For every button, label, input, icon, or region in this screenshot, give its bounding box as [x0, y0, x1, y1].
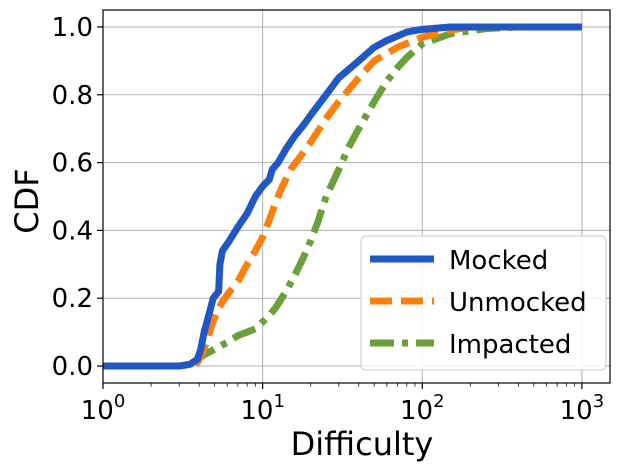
- x-tick-label: 100: [81, 391, 126, 426]
- y-axis-label: CDF: [8, 168, 46, 233]
- y-axis: 0.0 0.2 0.4 0.6 0.8 1.0: [52, 13, 103, 382]
- x-axis: 100 101 102 103: [81, 383, 604, 426]
- legend-label-mocked: Mocked: [449, 246, 548, 276]
- series-line-mocked: [103, 23, 582, 370]
- legend-label-unmocked: Unmocked: [449, 288, 587, 318]
- legend: Mocked Unmocked Impacted: [360, 235, 607, 371]
- x-tick-label: 102: [400, 391, 445, 426]
- legend-label-impacted: Impacted: [449, 330, 571, 360]
- x-tick-label: 101: [240, 391, 285, 426]
- series-layer: [103, 23, 582, 370]
- plot-frame: [102, 9, 611, 384]
- y-tick-label: 0.6: [52, 149, 93, 179]
- x-tick-label: 103: [560, 391, 605, 426]
- y-tick-label: 0.8: [52, 81, 93, 111]
- y-tick-label: 0.2: [52, 284, 93, 314]
- x-axis-label: Difficulty: [291, 425, 434, 463]
- y-tick-label: 0.0: [52, 352, 93, 382]
- series-line-impacted: [103, 23, 582, 370]
- y-tick-label: 0.4: [52, 216, 93, 246]
- y-tick-label: 1.0: [52, 13, 93, 43]
- legend-box: [360, 235, 607, 371]
